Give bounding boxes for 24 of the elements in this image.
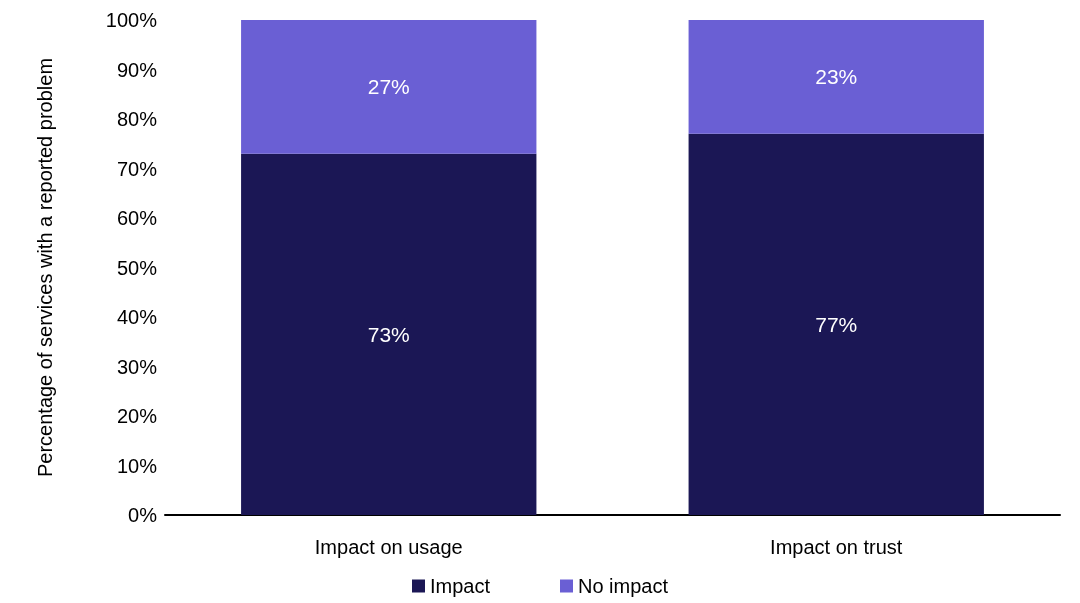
y-tick-label: 30% xyxy=(116,355,158,378)
y-tick-label: 50% xyxy=(116,256,158,279)
legend-label: No impact xyxy=(578,575,669,597)
y-tick-label: 60% xyxy=(116,207,158,229)
y-tick-label: 20% xyxy=(116,405,158,427)
legend-label: Impact xyxy=(429,575,491,597)
y-tick-label: 80% xyxy=(116,108,158,130)
data-label: 27% xyxy=(367,75,410,99)
y-tick-label: 10% xyxy=(116,454,158,477)
y-tick-label: 70% xyxy=(116,157,158,180)
x-tick-label: Impact on usage xyxy=(314,536,463,558)
bar xyxy=(241,20,537,154)
bar xyxy=(688,133,984,515)
bar xyxy=(688,20,984,134)
y-tick-label: 40% xyxy=(116,306,158,328)
y-tick-label: 0% xyxy=(128,504,158,526)
bar xyxy=(241,153,537,515)
data-label: 23% xyxy=(815,65,858,89)
data-label: 73% xyxy=(367,322,410,346)
y-tick-label: 90% xyxy=(116,58,158,81)
y-axis-title: Percentage of services with a reported problem xyxy=(34,57,56,478)
x-tick-label: Impact on trust xyxy=(770,536,903,558)
data-label: 77% xyxy=(815,312,858,336)
y-tick-label: 100% xyxy=(105,9,158,31)
